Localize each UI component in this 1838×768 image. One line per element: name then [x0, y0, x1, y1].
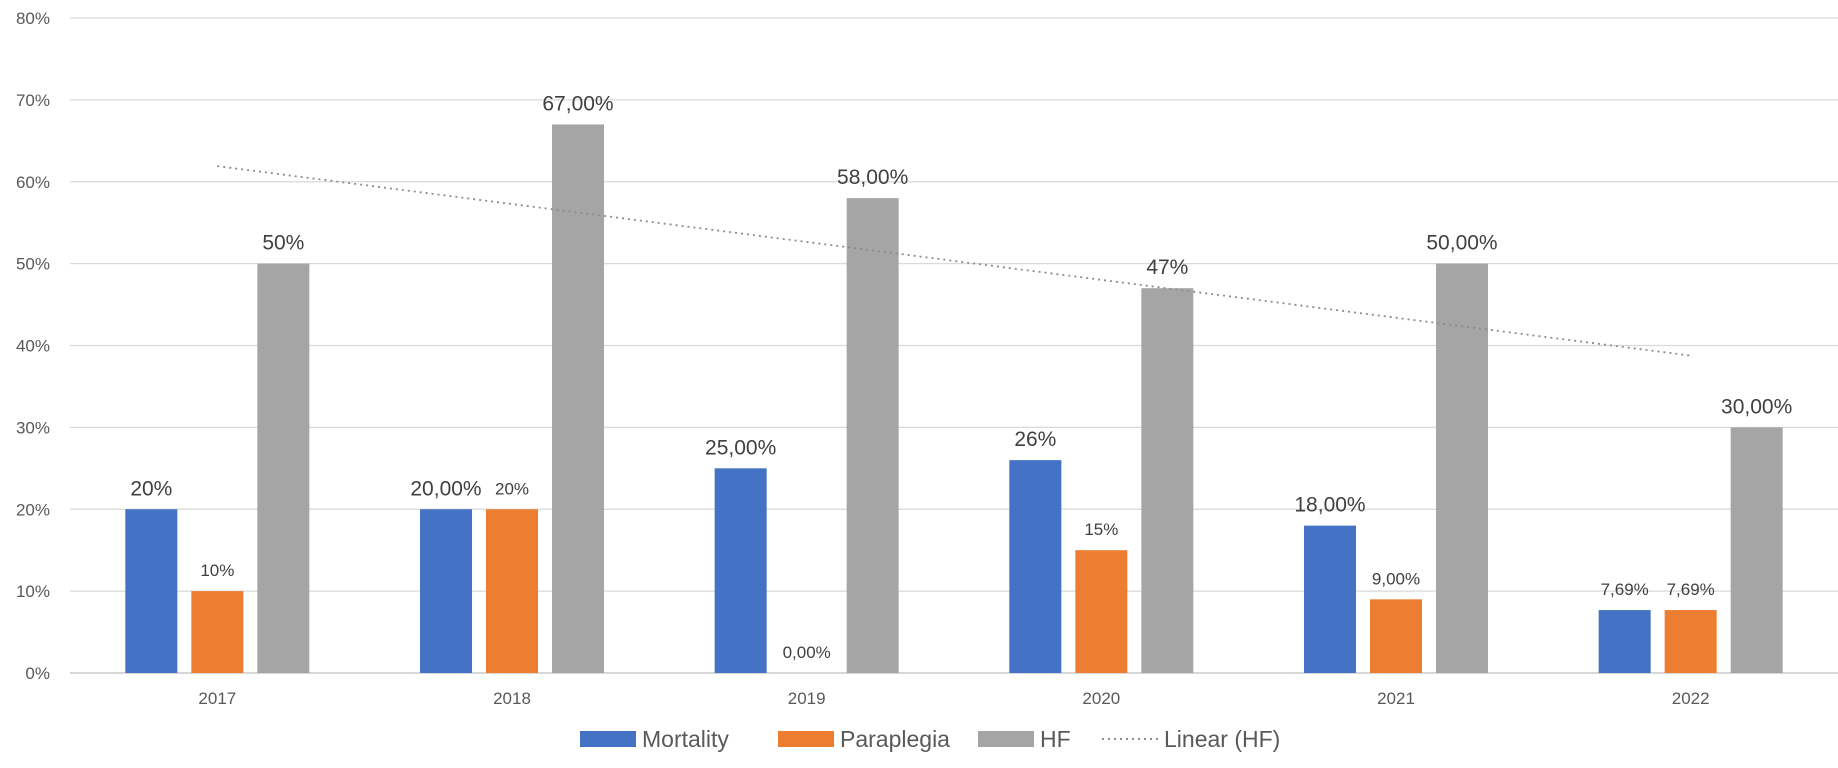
bar-paraplegia-2017 [191, 591, 244, 673]
x-tick-label: 2019 [788, 689, 826, 708]
bar-paraplegia-2020 [1075, 550, 1128, 673]
legend-swatch-paraplegia [778, 731, 834, 747]
y-tick-label: 0% [25, 664, 50, 683]
legend-swatch-hf [978, 731, 1034, 747]
data-label-mortality: 20% [130, 477, 172, 500]
data-label-paraplegia: 10% [200, 561, 234, 580]
bar-paraplegia-2022 [1664, 610, 1717, 673]
data-label-hf: 58,00% [837, 166, 908, 189]
trendline-linear-hf [217, 165, 1691, 357]
x-tick-label: 2020 [1082, 689, 1120, 708]
data-label-hf: 50% [262, 232, 304, 255]
trendline-layer [217, 165, 1691, 357]
bar-mortality-2018 [420, 509, 472, 673]
y-tick-label: 40% [16, 337, 50, 356]
data-label-paraplegia: 15% [1084, 520, 1118, 539]
y-tick-label: 50% [16, 255, 50, 274]
bar-mortality-2021 [1304, 525, 1356, 673]
legend-label-hf: HF [1040, 726, 1071, 752]
bar-hf-2018 [552, 124, 604, 673]
x-tick-label: 2017 [198, 689, 236, 708]
bar-mortality-2019 [714, 468, 767, 673]
x-axis-ticks: 2017 2018 2019 2020 2021 2022 [198, 689, 1709, 708]
y-tick-label: 20% [16, 500, 50, 519]
data-label-hf: 47% [1146, 256, 1188, 279]
bar-hf-2021 [1436, 263, 1488, 673]
legend-label-mortality: Mortality [642, 726, 729, 752]
data-label-mortality: 18,00% [1294, 494, 1365, 517]
legend: Mortality Paraplegia HF Linear (HF) [580, 726, 1280, 752]
data-label-mortality: 26% [1014, 428, 1056, 451]
data-label-hf: 50,00% [1426, 232, 1497, 255]
data-label-mortality: 20,00% [410, 477, 481, 500]
bar-paraplegia-2018 [486, 509, 538, 673]
bar-mortality-2020 [1009, 460, 1062, 673]
data-label-paraplegia: 9,00% [1372, 569, 1420, 588]
legend-swatch-mortality [580, 731, 636, 747]
bar-hf-2019 [846, 198, 899, 673]
x-tick-label: 2021 [1377, 689, 1415, 708]
y-tick-label: 60% [16, 173, 50, 192]
y-tick-label: 80% [16, 9, 50, 28]
y-tick-label: 10% [16, 582, 50, 601]
y-tick-label: 70% [16, 91, 50, 110]
bar-hf-2020 [1141, 288, 1194, 673]
legend-label-paraplegia: Paraplegia [840, 726, 950, 752]
data-labels: 20% 10% 50% 20,00% 20% 67,00% 25,00% 0,00% 58,00… [130, 92, 1792, 662]
bar-hf-2022 [1730, 427, 1783, 673]
bar-paraplegia-2021 [1370, 599, 1422, 673]
gridlines [70, 17, 1838, 674]
data-label-mortality: 25,00% [705, 436, 776, 459]
bars [125, 124, 1783, 673]
data-label-paraplegia: 0,00% [783, 643, 831, 662]
x-tick-label: 2018 [493, 689, 531, 708]
bar-mortality-2022 [1598, 610, 1651, 673]
x-tick-label: 2022 [1672, 689, 1710, 708]
bar-hf-2017 [257, 263, 310, 673]
data-label-paraplegia: 20% [495, 479, 529, 498]
bar-mortality-2017 [125, 509, 178, 673]
data-label-hf: 67,00% [542, 92, 613, 115]
legend-label-linear-hf: Linear (HF) [1164, 726, 1280, 752]
data-label-paraplegia: 7,69% [1667, 580, 1715, 599]
y-tick-label: 30% [16, 418, 50, 437]
data-label-hf: 30,00% [1721, 395, 1792, 418]
y-axis-ticks: 0% 10% 20% 30% 40% 50% 60% 70% 80% [16, 9, 50, 683]
data-label-mortality: 7,69% [1601, 580, 1649, 599]
